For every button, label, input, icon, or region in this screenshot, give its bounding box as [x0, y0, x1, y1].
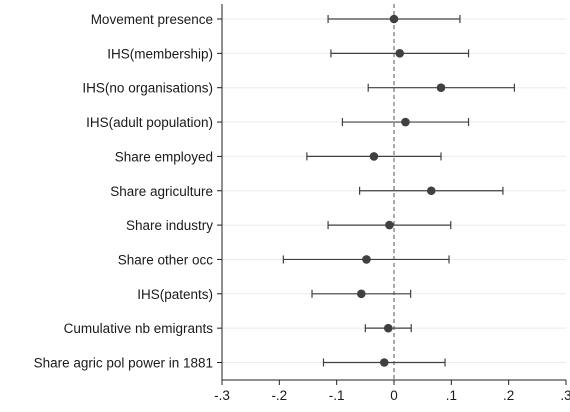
- x-tick-label: -.1: [329, 388, 345, 403]
- variable-label: Cumulative nb emigrants: [64, 321, 214, 336]
- point-estimate: [401, 117, 410, 127]
- x-tick-labels: -.3 -.2 -.1 0 .1 .2 .3: [214, 388, 570, 403]
- variable-label: Share other occ: [118, 252, 214, 267]
- point-estimate: [436, 83, 446, 92]
- variable-label: IHS(no organisations): [82, 81, 213, 96]
- variable-label: Share employed: [115, 149, 213, 164]
- x-tick-label: -.3: [214, 388, 230, 403]
- point-estimate: [395, 49, 405, 58]
- variable-label: IHS(adult population): [86, 115, 213, 130]
- chart-marks: [282, 14, 516, 367]
- variable-label: IHS(patents): [137, 287, 213, 302]
- axes: [217, 4, 567, 385]
- x-tick-label: .3: [560, 388, 570, 403]
- point-estimate: [357, 289, 366, 299]
- point-estimate: [383, 323, 393, 333]
- point-estimate: [389, 14, 399, 24]
- point-estimate: [426, 186, 436, 196]
- point-estimate: [369, 152, 379, 161]
- x-tick-label: 0: [390, 388, 398, 403]
- x-tick-label: -.2: [271, 388, 287, 403]
- point-estimate: [379, 358, 389, 367]
- variable-label: IHS(membership): [107, 46, 213, 61]
- point-estimate: [385, 220, 394, 230]
- point-estimate: [362, 255, 371, 264]
- x-tick-label: .1: [446, 388, 457, 403]
- variable-label: Share industry: [126, 218, 213, 233]
- variable-label: Share agric pol power in 1881: [34, 356, 213, 371]
- variable-label: Share agriculture: [110, 184, 213, 199]
- variable-labels: Movement presence IHS(membership) IHS(no o…: [34, 12, 214, 371]
- variable-label: Movement presence: [91, 12, 213, 27]
- x-tick-label: .2: [503, 388, 514, 403]
